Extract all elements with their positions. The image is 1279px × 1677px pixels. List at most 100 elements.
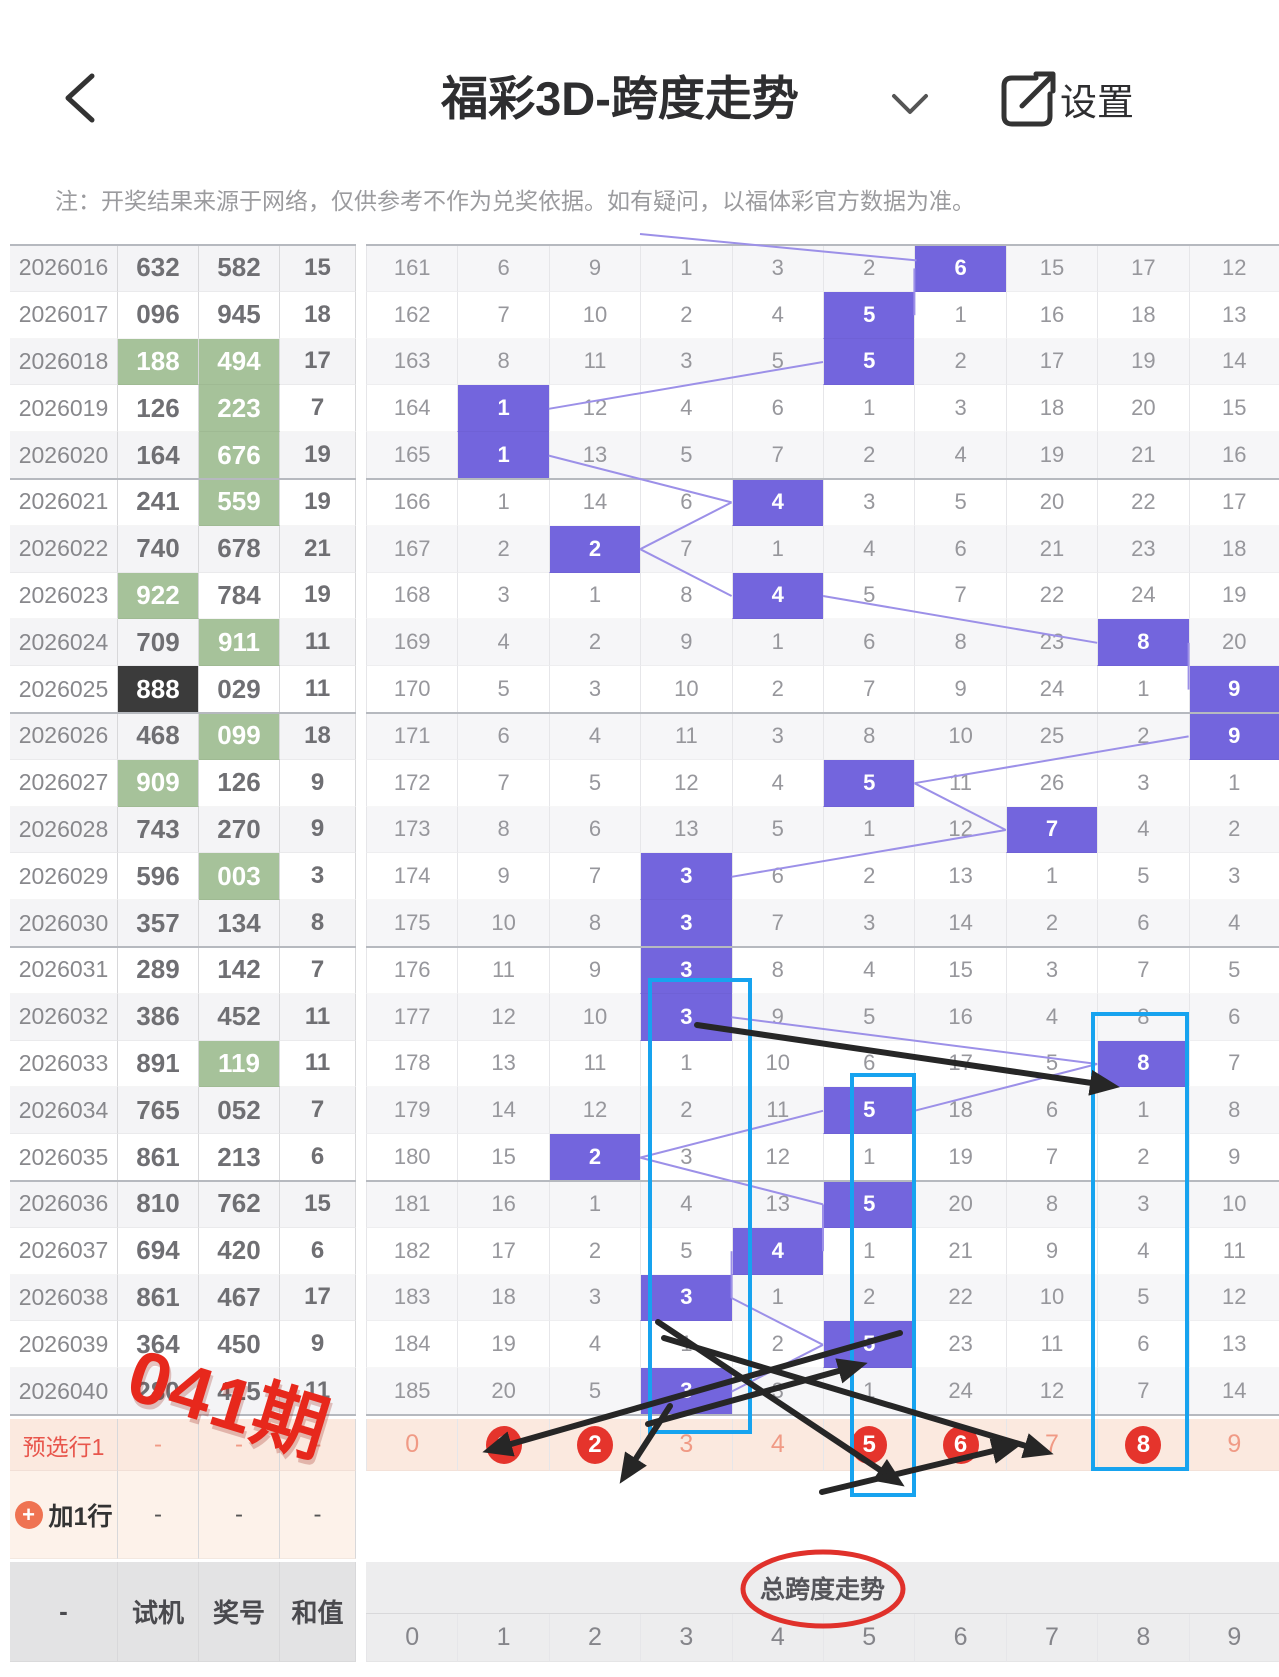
trend-miss-cell: 1 bbox=[823, 385, 915, 433]
trend-miss-cell: 1 bbox=[457, 479, 549, 526]
trend-miss-cell: 16 bbox=[914, 993, 1006, 1041]
left-sum-cell: 19 bbox=[280, 432, 356, 479]
trend-miss-cell: 2 bbox=[914, 338, 1006, 386]
trend-miss-cell: 8 bbox=[1097, 993, 1189, 1041]
trend-miss-cell: 1 bbox=[823, 1134, 915, 1181]
left-award-number-cell: 911 bbox=[199, 619, 280, 667]
add-row-button[interactable]: + 加1行 bbox=[10, 1471, 118, 1559]
trend-miss-cell: 19 bbox=[1005, 432, 1098, 479]
trend-miss-cell: 2 bbox=[640, 1087, 732, 1135]
left-test-number-cell: 241 bbox=[118, 479, 199, 526]
trend-miss-cell: 8 bbox=[823, 713, 915, 760]
left-award-number-cell: 142 bbox=[199, 947, 280, 994]
add-row-dash-cell: - bbox=[199, 1471, 280, 1559]
trend-footer-digit: 0 bbox=[366, 1614, 458, 1662]
trend-miss-cell: 12 bbox=[1005, 1368, 1098, 1415]
left-test-number-cell: 709 bbox=[118, 619, 199, 667]
left-sum-cell: 6 bbox=[280, 1134, 356, 1181]
preselect-digit[interactable]: 8 bbox=[1097, 1419, 1189, 1471]
trend-miss-cell: 5 bbox=[1097, 853, 1189, 901]
trend-miss-cell: 184 bbox=[366, 1321, 458, 1369]
trend-span-highlight-cell: 5 bbox=[823, 1087, 915, 1135]
trend-footer-digit: 3 bbox=[640, 1614, 732, 1662]
trend-miss-cell: 3 bbox=[548, 1274, 641, 1322]
selected-digit-circle: 8 bbox=[1125, 1425, 1162, 1464]
share-icon[interactable] bbox=[992, 66, 1062, 136]
left-sum-cell: 7 bbox=[280, 385, 356, 433]
trend-miss-cell: 5 bbox=[640, 1227, 732, 1275]
trend-miss-cell: 13 bbox=[731, 1181, 823, 1228]
trend-miss-cell: 171 bbox=[366, 713, 458, 760]
trend-miss-cell: 9 bbox=[731, 993, 823, 1041]
trend-span-highlight-cell: 2 bbox=[548, 1134, 641, 1181]
left-award-number-cell: 582 bbox=[199, 245, 280, 292]
trend-miss-cell: 18 bbox=[1005, 385, 1098, 433]
trend-miss-cell: 5 bbox=[548, 759, 641, 807]
left-period-cell: 2026035 bbox=[10, 1134, 118, 1181]
left-award-number-cell: 223 bbox=[199, 385, 280, 433]
left-award-number-cell: 452 bbox=[199, 993, 280, 1041]
trend-footer-digit: 2 bbox=[548, 1614, 641, 1662]
trend-miss-cell: 1 bbox=[731, 1274, 823, 1322]
trend-miss-cell: 2 bbox=[1005, 900, 1098, 947]
preselect-digit[interactable]: 7 bbox=[1005, 1419, 1098, 1471]
trend-miss-cell: 21 bbox=[914, 1227, 1006, 1275]
left-sum-cell: 11 bbox=[280, 1368, 356, 1415]
preselect-digit[interactable]: 1 bbox=[457, 1419, 549, 1471]
left-period-cell: 2026033 bbox=[10, 1040, 118, 1088]
trend-miss-cell: 161 bbox=[366, 245, 458, 292]
trend-miss-cell: 6 bbox=[731, 853, 823, 901]
left-period-cell: 2026023 bbox=[10, 572, 118, 620]
trend-miss-cell: 16 bbox=[1188, 432, 1279, 479]
trend-miss-cell: 11 bbox=[640, 713, 732, 760]
selected-digit-circle: 1 bbox=[485, 1425, 522, 1464]
trend-miss-cell: 9 bbox=[548, 245, 641, 292]
trend-miss-cell: 163 bbox=[366, 338, 458, 386]
trend-miss-cell: 5 bbox=[457, 666, 549, 713]
preselect-digit[interactable]: 2 bbox=[548, 1419, 641, 1471]
trend-miss-cell: 185 bbox=[366, 1368, 458, 1415]
trend-miss-cell: 169 bbox=[366, 619, 458, 667]
preselect-digit[interactable]: 4 bbox=[731, 1419, 823, 1471]
left-sum-cell: 11 bbox=[280, 1040, 356, 1088]
left-footer-header: 试机 bbox=[118, 1562, 199, 1662]
trend-miss-cell: 13 bbox=[1188, 291, 1279, 339]
trend-miss-cell: 11 bbox=[731, 1087, 823, 1135]
trend-miss-cell: 6 bbox=[823, 1040, 915, 1088]
trend-miss-cell: 15 bbox=[1005, 245, 1098, 292]
left-sum-cell: 11 bbox=[280, 619, 356, 667]
trend-miss-cell: 172 bbox=[366, 759, 458, 807]
left-period-cell: 2026026 bbox=[10, 713, 118, 760]
trend-miss-cell: 18 bbox=[1188, 525, 1279, 573]
trend-miss-cell: 1 bbox=[1005, 853, 1098, 901]
preselect-digit[interactable]: 0 bbox=[366, 1419, 458, 1471]
trend-miss-cell: 1 bbox=[640, 245, 732, 292]
trend-miss-cell: 2 bbox=[823, 245, 915, 292]
preselect-digit[interactable]: 6 bbox=[914, 1419, 1006, 1471]
chevron-down-icon[interactable] bbox=[890, 90, 930, 118]
preselect-digit[interactable]: 5 bbox=[823, 1419, 915, 1471]
page-title[interactable]: 福彩3D-跨度走势 bbox=[441, 72, 799, 125]
grid-group-separator bbox=[366, 712, 1279, 714]
trend-miss-cell: 5 bbox=[640, 432, 732, 479]
trend-miss-cell: 3 bbox=[1097, 759, 1189, 807]
preselect-digit[interactable]: 3 bbox=[640, 1419, 732, 1471]
back-button[interactable] bbox=[58, 70, 102, 126]
preselect-digit[interactable]: 9 bbox=[1188, 1419, 1279, 1471]
left-test-number-cell: 632 bbox=[118, 245, 199, 292]
trend-miss-cell: 1 bbox=[548, 572, 641, 620]
left-test-number-cell: 861 bbox=[118, 1134, 199, 1181]
trend-miss-cell: 7 bbox=[457, 759, 549, 807]
trend-miss-cell: 14 bbox=[1188, 338, 1279, 386]
trend-miss-cell: 3 bbox=[731, 1368, 823, 1415]
trend-miss-cell: 7 bbox=[823, 666, 915, 713]
trend-miss-cell: 6 bbox=[548, 806, 641, 854]
table-group-separator bbox=[10, 478, 356, 480]
trend-miss-cell: 7 bbox=[548, 853, 641, 901]
trend-miss-cell: 182 bbox=[366, 1227, 458, 1275]
trend-miss-cell: 2 bbox=[823, 853, 915, 901]
settings-button[interactable]: 设置 bbox=[1060, 82, 1134, 123]
grid-group-separator bbox=[366, 946, 1279, 948]
trend-miss-cell: 20 bbox=[1005, 479, 1098, 526]
left-test-number-cell: 364 bbox=[118, 1321, 199, 1369]
